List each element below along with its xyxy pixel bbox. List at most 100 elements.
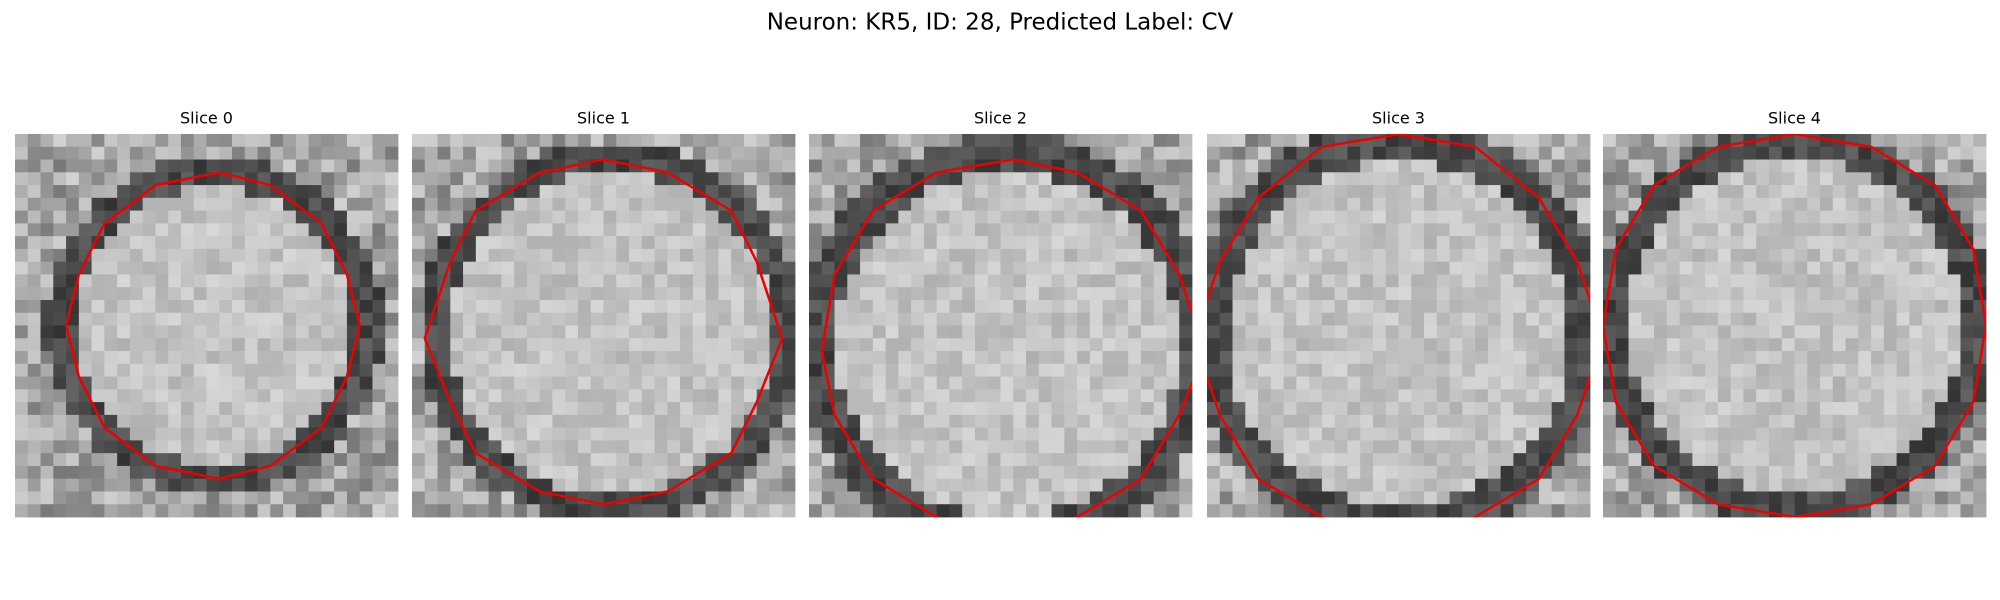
pixel [590,134,604,148]
pixel [1628,465,1642,480]
pixel [1475,236,1489,250]
pixel [1526,325,1540,339]
pixel [334,197,348,211]
pixel [962,414,976,429]
pixel [193,325,207,339]
pixel [1013,197,1027,211]
pixel [1064,197,1078,211]
pixel [437,351,451,365]
pixel [834,338,848,352]
pixel [1140,351,1155,365]
pixel [949,197,963,211]
pixel [1730,338,1744,352]
pixel [1487,440,1502,454]
pixel [244,427,258,441]
pixel [743,248,758,263]
pixel [27,389,41,403]
pixel [219,274,233,288]
pixel [27,210,41,224]
pixel [1679,453,1693,467]
pixel [923,197,938,211]
pixel [1424,287,1438,301]
pixel [1102,134,1116,148]
pixel [962,363,976,377]
pixel [1232,312,1246,326]
pixel [501,299,515,314]
pixel [1347,299,1361,314]
pixel [552,504,566,518]
pixel [1654,312,1668,326]
pixel [437,236,451,250]
pixel [1858,287,1872,301]
pixel [1258,287,1272,301]
pixel [1462,210,1476,224]
pixel [1398,389,1412,403]
pixel [1922,504,1936,518]
pixel [1372,299,1387,314]
pixel [1768,248,1783,263]
pixel [1641,146,1655,160]
pixel [1398,299,1412,314]
pixel [1615,274,1629,288]
pixel [104,146,118,160]
pixel [168,185,182,199]
pixel [1922,159,1936,173]
pixel [1654,325,1668,339]
pixel [1140,236,1155,250]
pixel [1179,172,1193,186]
pixel [180,197,195,211]
pixel [142,159,156,173]
pixel [692,478,707,492]
pixel [1232,338,1246,352]
pixel [295,453,310,467]
pixel [616,185,630,199]
pixel [1000,134,1014,148]
pixel [206,197,220,211]
pixel [1538,338,1553,352]
pixel [129,185,144,199]
pixel [1794,465,1808,480]
pixel [1436,376,1450,390]
pixel [1705,223,1719,237]
pixel [1730,159,1744,173]
pixel [1551,402,1565,416]
pixel [1038,351,1052,365]
pixel [936,465,950,480]
pixel [1475,248,1489,263]
pixel [1038,440,1052,454]
pixel [104,274,118,288]
pixel [1334,440,1348,454]
pixel [1245,248,1259,263]
pixel [53,338,67,352]
pixel [923,134,938,148]
pixel [206,427,220,441]
pixel [1934,351,1949,365]
pixel [1934,146,1949,160]
pixel [232,261,246,275]
pixel [1051,427,1065,441]
pixel [1526,363,1540,377]
pixel [1347,172,1361,186]
pixel [1922,389,1936,403]
pixel [654,185,668,199]
pixel [1258,338,1272,352]
pixel [40,159,54,173]
pixel [1730,185,1744,199]
pixel [809,287,823,301]
pixel [488,134,502,148]
pixel [1219,172,1233,186]
pixel [911,325,925,339]
pixel [782,312,796,326]
pixel [346,491,361,505]
pixel [1807,172,1821,186]
pixel [1013,338,1027,352]
pixel [219,402,233,416]
pixel [142,210,156,224]
pixel [1038,427,1052,441]
pixel [168,210,182,224]
pixel [1026,197,1040,211]
pixel [782,376,796,390]
pixel [1462,236,1476,250]
pixel [15,440,29,454]
pixel [731,172,745,186]
